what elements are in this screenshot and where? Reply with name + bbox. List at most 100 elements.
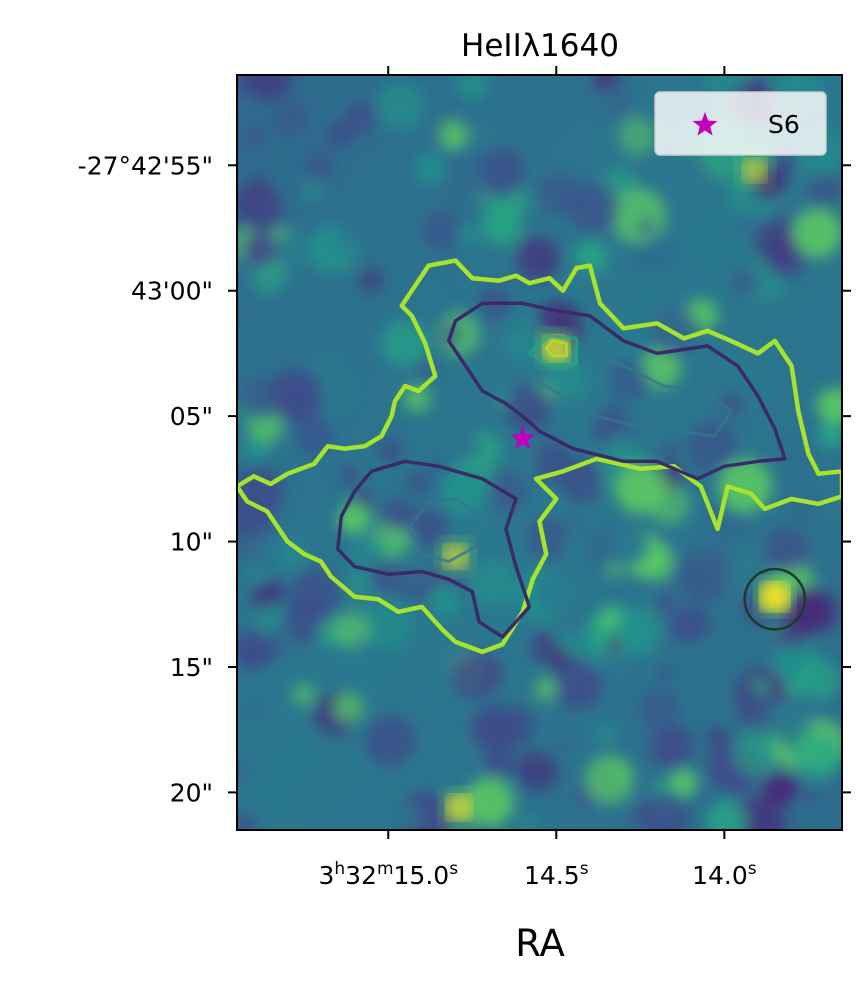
y-tick-label: 43'00" — [131, 277, 213, 306]
noise-blob — [339, 502, 371, 534]
noise-blob — [237, 812, 257, 830]
noise-blob — [792, 208, 842, 258]
noise-blob — [798, 658, 841, 701]
noise-blob — [763, 528, 808, 573]
noise-blob — [326, 120, 354, 148]
noise-blob — [818, 421, 842, 449]
noise-blob — [408, 508, 448, 548]
noise-blob — [584, 754, 635, 805]
noise-blob — [240, 380, 281, 420]
noise-blob — [605, 561, 623, 579]
noise-blob — [380, 319, 430, 368]
noise-blob — [615, 463, 666, 514]
noise-blob — [601, 85, 635, 118]
noise-blob — [720, 391, 745, 416]
y-tick-label: 20" — [170, 778, 213, 807]
noise-blob — [566, 515, 583, 532]
bright-spot — [436, 785, 481, 830]
noise-blob — [766, 697, 812, 743]
noise-blob — [364, 715, 416, 766]
noise-blob — [449, 651, 498, 700]
noise-blob — [475, 148, 526, 198]
noise-blob — [660, 442, 678, 460]
noise-blob — [456, 75, 489, 101]
noise-blob — [621, 401, 657, 438]
legend-label-s6: S6 — [768, 110, 800, 139]
noise-blob — [333, 692, 364, 723]
aperture-circles — [743, 567, 807, 631]
noise-blob — [731, 267, 760, 297]
noise-blob — [518, 815, 538, 830]
noise-blob — [386, 567, 421, 603]
noise-blob — [817, 388, 842, 424]
noise-blob — [237, 756, 251, 784]
source-markers — [510, 425, 536, 450]
noise-blob — [469, 560, 517, 608]
noise-blob — [526, 516, 571, 561]
noise-blob — [438, 119, 469, 150]
noise-blob — [376, 81, 425, 131]
chart-title: HeIIλ1640 — [461, 28, 619, 64]
noise-blob — [428, 584, 462, 618]
noise-blob — [629, 803, 654, 828]
noise-blob — [638, 218, 655, 235]
noise-blob — [255, 629, 286, 660]
noise-blob — [657, 663, 674, 681]
noise-blob — [763, 771, 798, 806]
y-tick-label: 05" — [170, 402, 213, 431]
noise-blob — [268, 369, 323, 424]
plot-frame — [236, 74, 843, 831]
noise-blob — [562, 533, 582, 553]
y-tick-label: -27°42'55" — [78, 151, 213, 180]
noise-blob — [458, 225, 479, 246]
x-tick-label: 14.0s — [692, 859, 757, 890]
noise-blob — [801, 786, 821, 806]
noise-blob — [705, 800, 747, 830]
noise-blob — [335, 229, 357, 251]
noise-blob — [784, 485, 826, 527]
noise-blob — [595, 724, 617, 746]
noise-blob — [243, 75, 294, 101]
noise-blob — [309, 349, 343, 383]
noise-blob — [618, 116, 657, 156]
noise-blob — [243, 699, 265, 720]
noise-blob — [472, 120, 501, 150]
contour-level-2 — [336, 459, 532, 639]
noise-blob — [689, 274, 706, 292]
contour-level-3 — [406, 497, 484, 564]
noise-blob — [806, 172, 842, 210]
noise-blob — [615, 606, 665, 656]
noise-blob — [422, 210, 465, 252]
noise-blob — [715, 340, 768, 393]
noise-blob — [486, 470, 530, 513]
noise-blob — [349, 531, 389, 570]
noise-blob — [732, 730, 778, 776]
x-tick-label: 14.5s — [524, 859, 589, 890]
noise-blob — [245, 126, 265, 147]
x-tick-label: 3h32m15.0s — [318, 859, 458, 890]
x-axis-ticks: 3h32m15.0s 14.5s 14.0s — [318, 66, 757, 890]
noise-blob — [482, 744, 518, 779]
noise-blob — [360, 269, 382, 292]
bright-spot — [752, 574, 797, 619]
noise-blob — [608, 359, 651, 401]
aperture-circle — [743, 567, 807, 631]
noise-blob — [633, 268, 678, 313]
contour-level-1 — [237, 258, 842, 655]
noise-blob — [609, 525, 650, 566]
noise-blob — [249, 168, 269, 188]
noise-blob — [241, 231, 278, 268]
noise-blob — [249, 259, 287, 296]
noise-blob — [244, 194, 284, 233]
contour-level-5 — [544, 339, 568, 358]
noise-blob — [292, 683, 315, 706]
contour-level-2 — [446, 301, 787, 481]
noise-blob — [272, 100, 310, 138]
noise-blob — [794, 733, 841, 781]
noise-blob — [786, 448, 808, 470]
noise-blob — [346, 571, 373, 598]
noise-blob — [755, 220, 802, 267]
noise-blob — [516, 750, 558, 793]
flux-contours — [237, 258, 842, 655]
